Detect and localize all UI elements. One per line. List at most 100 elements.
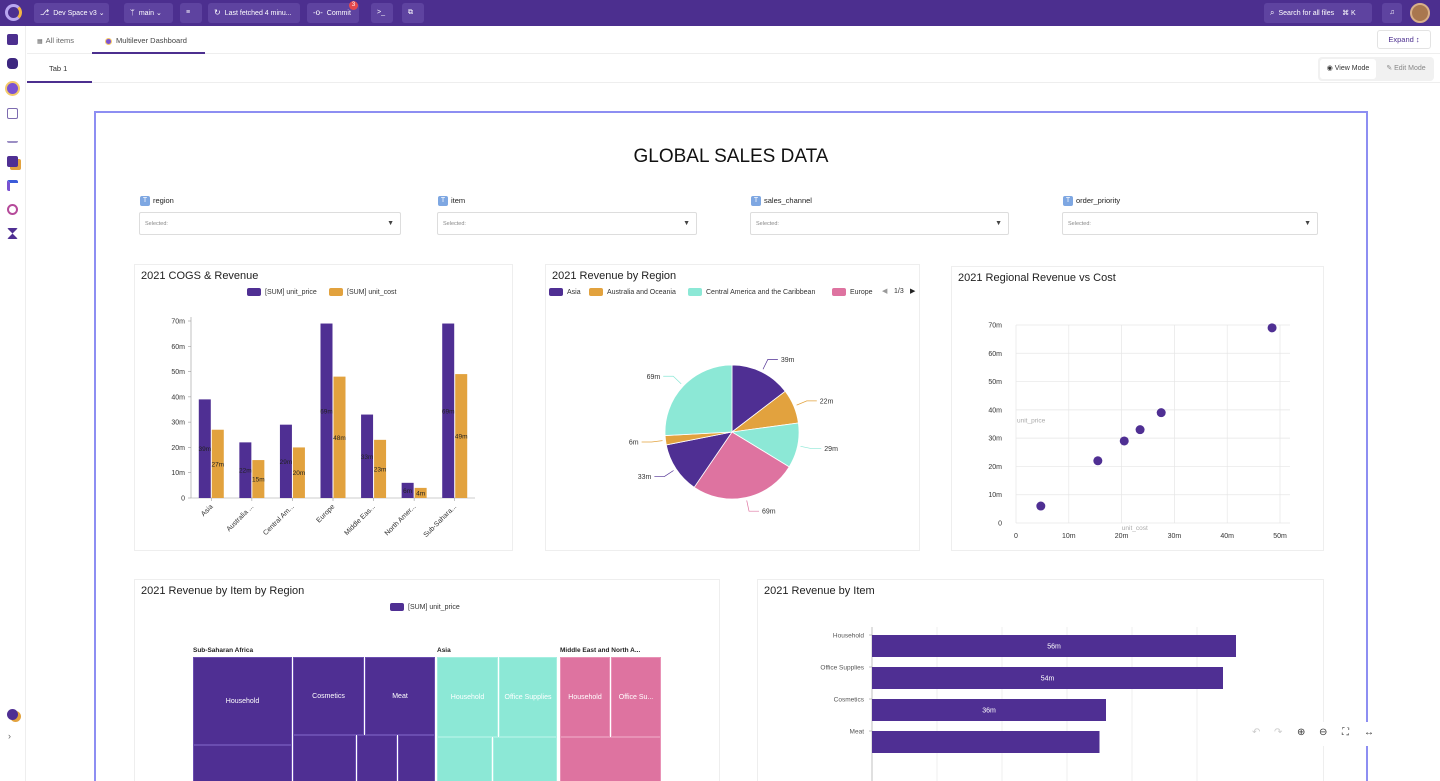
treemap-cell[interactable] — [560, 737, 661, 781]
treemap-cell[interactable]: Household — [560, 657, 610, 737]
apps-icon[interactable] — [7, 709, 18, 720]
y-tick-label: 30m — [171, 420, 185, 427]
chart-icon[interactable] — [7, 132, 18, 143]
history-button[interactable]: ≡ — [180, 3, 202, 23]
grid-small-icon: ▦ — [37, 39, 43, 45]
bar — [198, 399, 211, 498]
terminal-button[interactable]: >_ — [371, 3, 393, 23]
treemap-cell[interactable]: Household — [437, 657, 498, 737]
window-button[interactable]: ⧉ — [402, 3, 424, 23]
commit-button[interactable]: -o- Commit — [307, 3, 359, 23]
fit-width-icon[interactable]: ↔ — [1364, 727, 1374, 738]
pie-value-label: 6m — [629, 439, 639, 446]
hourglass-icon[interactable] — [7, 228, 18, 239]
legend-item[interactable]: Europe — [832, 288, 873, 296]
workflow-icon[interactable] — [7, 156, 18, 167]
treemap-cell[interactable] — [493, 737, 557, 781]
revenue-vs-cost-panel: 2021 Regional Revenue vs Cost 0 10m 20m 30m… — [951, 266, 1324, 551]
pipeline-icon[interactable] — [7, 180, 18, 191]
space-selector[interactable]: ⎇ Dev Space v3 ⌄ — [34, 3, 109, 23]
grid-icon[interactable] — [7, 34, 18, 45]
tab-multilever-dashboard[interactable]: Multilever Dashboard — [105, 36, 187, 45]
bar-value-label: 36m — [982, 708, 996, 715]
treemap-cell[interactable] — [437, 737, 492, 781]
chart-title: 2021 Revenue by Item — [764, 585, 875, 597]
legend-prev-icon[interactable]: ◀ — [882, 288, 888, 295]
view-mode-button[interactable]: ◉ View Mode — [1320, 59, 1376, 79]
commit-icon: -o- — [313, 8, 323, 17]
sub-tabs-bar: Tab 1 ◉ View Mode ✎ Edit Mode — [27, 55, 1440, 83]
bar — [872, 635, 1236, 657]
legend-item[interactable]: [SUM] unit_price — [247, 288, 317, 296]
bar-value-label: 20m — [293, 470, 306, 477]
canvas-toolbar — [1248, 722, 1382, 746]
revenue-by-item-panel: 2021 Revenue by Item Household 56m Office … — [757, 579, 1324, 781]
chevron-down-icon: ⌄ — [155, 10, 162, 17]
y-tick-label: 70m — [988, 323, 1002, 330]
database-icon[interactable] — [7, 58, 18, 69]
chart-title: 2021 Revenue by Region — [552, 270, 677, 282]
y-tick-label: 50m — [171, 369, 185, 376]
filter-order-priority-select[interactable]: Selected: ▼ — [1062, 212, 1318, 235]
filter-item-select[interactable]: Selected: ▼ — [437, 212, 697, 235]
bar-value-label: 54m — [1041, 676, 1055, 683]
treemap-cell[interactable] — [398, 735, 435, 781]
dashboard-title: GLOBAL SALES DATA — [633, 146, 829, 167]
tab-all-items[interactable]: ▦ All items — [37, 36, 75, 45]
global-search[interactable]: ⌕ Search for all files ⌘ K — [1264, 3, 1372, 23]
zoom-in-icon[interactable]: ⊕ — [1297, 727, 1306, 738]
collapse-sidebar-icon[interactable]: › — [8, 731, 11, 741]
fit-screen-icon[interactable]: ⛶ — [1342, 727, 1349, 738]
treemap-cell[interactable]: Office Su... — [611, 657, 661, 737]
filter-sales-channel-select[interactable]: Selected: ▼ — [750, 212, 1009, 235]
legend-next-icon[interactable]: ▶ — [910, 288, 916, 295]
bar — [872, 699, 1106, 721]
revenue-vs-cost-chart: 0 10m 20m 30m 40m 50m 60m 70m 0 10m 20m 30m 40m 50m un… — [988, 323, 1290, 540]
filter-region-select[interactable]: Selected: ▼ — [139, 212, 401, 235]
y-tick-label: 50m — [988, 379, 1002, 386]
zoom-out-icon[interactable]: ⊖ — [1319, 727, 1328, 738]
redo-icon[interactable]: ↷ — [1274, 727, 1283, 738]
layout-icon[interactable] — [7, 108, 18, 119]
bar-value-label: 39m — [198, 446, 211, 453]
treemap-cell[interactable]: Office Supplies — [499, 657, 557, 737]
caret-down-icon: ▼ — [387, 220, 394, 227]
notifications-button[interactable]: ♫ — [1382, 3, 1402, 23]
treemap-cell[interactable] — [193, 745, 292, 781]
dashboard-icon[interactable] — [7, 83, 18, 94]
terminal-icon: >_ — [377, 9, 385, 16]
pie-slice — [731, 364, 786, 433]
treemap-cell[interactable] — [293, 735, 356, 781]
undo-icon[interactable]: ↶ — [1252, 727, 1261, 738]
expand-button[interactable]: Expand ↕ — [1377, 30, 1431, 49]
x-tick-label: Middle Eas... — [343, 503, 377, 537]
branch-selector[interactable]: ᛘ main ⌄ — [124, 3, 173, 23]
legend-item[interactable]: [SUM] unit_cost — [329, 288, 396, 296]
bar-value-label: 6m — [403, 488, 412, 495]
treemap-cell[interactable] — [357, 735, 397, 781]
legend-swatch — [832, 288, 846, 296]
legend-item[interactable]: Australia and Oceania — [589, 288, 676, 296]
legend-item[interactable]: Asia — [549, 288, 581, 296]
eye-icon: ◉ — [1326, 65, 1333, 72]
legend-item[interactable]: Central America and the Caribbean — [688, 288, 815, 296]
chevron-down-icon: ⌄ — [98, 10, 105, 17]
treemap-cell[interactable]: Household — [193, 657, 292, 745]
treemap-cell[interactable]: Meat — [365, 657, 435, 735]
scatter-point — [1119, 436, 1129, 446]
bar-value-label: 69m — [442, 408, 455, 415]
legend-item[interactable]: [SUM] unit_price — [390, 603, 460, 611]
treemap-cell[interactable]: Cosmetics — [293, 657, 364, 735]
tab-1[interactable]: Tab 1 — [49, 64, 68, 73]
app-logo[interactable] — [5, 4, 22, 21]
fetch-button[interactable]: ↻ Last fetched 4 minu... — [208, 3, 300, 23]
edit-mode-button[interactable]: ✎ Edit Mode — [1386, 65, 1426, 72]
pie-leader-line — [654, 470, 674, 477]
legend-swatch — [329, 288, 343, 296]
x-tick-label: 10m — [1062, 533, 1076, 540]
model-icon[interactable] — [7, 204, 18, 215]
legend-swatch — [247, 288, 261, 296]
avatar[interactable] — [1410, 3, 1430, 23]
